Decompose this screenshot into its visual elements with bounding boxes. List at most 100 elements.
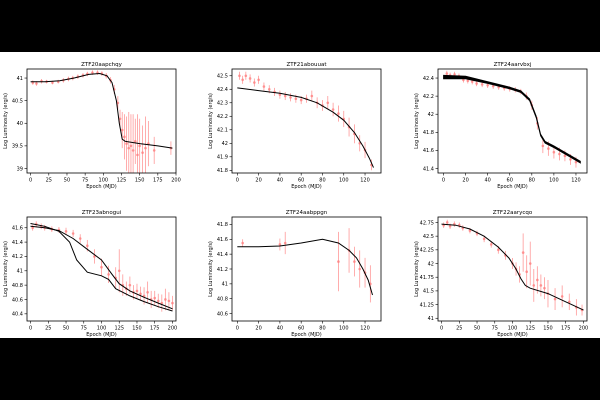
x-tick-label: 100 <box>99 178 109 184</box>
data-point <box>539 284 543 287</box>
x-axis-label: Epoch (MJD) <box>86 332 116 338</box>
x-tick-label: 120 <box>360 326 370 332</box>
subplot-3: 0 20 40 60 80 100 120 41.4 41.6 41.8 42 42.2 42.4 ZTF… <box>414 62 588 190</box>
x-tick-label: 150 <box>132 326 142 332</box>
x-tick-label: 50 <box>474 326 480 332</box>
data-point <box>123 135 126 139</box>
x-tick-label: 20 <box>255 178 261 184</box>
y-tick-label: 41.75 <box>420 275 434 281</box>
data-point <box>331 108 335 111</box>
subplot-title: ZTF24aabppgn <box>286 210 328 216</box>
data-point <box>241 78 244 82</box>
data-point <box>497 248 500 252</box>
x-tick-label: 80 <box>319 326 325 332</box>
y-axis-label: Log Luminosity (erg/s) <box>3 241 9 297</box>
x-tick-label: 50 <box>63 326 69 332</box>
data-point <box>144 146 147 150</box>
y-tick-label: 41.8 <box>217 168 228 174</box>
y-tick-label: 42.5 <box>217 74 228 80</box>
data-point <box>445 221 449 224</box>
x-tick-label: 25 <box>456 326 462 332</box>
x-tick-label: 80 <box>319 178 325 184</box>
y-axis-label: Log Luminosity (erg/s) <box>208 241 214 297</box>
y-tick-label: 40.8 <box>12 283 23 289</box>
x-tick-label: 40 <box>277 178 283 184</box>
data-point <box>120 128 124 132</box>
data-point <box>267 87 271 91</box>
data-point <box>337 260 340 263</box>
y-tick-label: 41.2 <box>217 267 228 273</box>
subplot-title: ZTF22aarycqo <box>493 210 533 216</box>
x-tick-label: 175 <box>153 178 163 184</box>
data-point <box>482 237 486 241</box>
x-tick-label: 150 <box>543 326 553 332</box>
data-point <box>278 93 282 96</box>
x-tick-label: 75 <box>81 326 87 332</box>
y-tick-label: 40.6 <box>12 297 23 303</box>
subplot-1: 0 25 50 75 100 125 150 175 200 39 39.5 40 40.5 41 ZTF2… <box>3 62 181 190</box>
data-point <box>128 283 132 287</box>
y-tick-label: 41.5 <box>423 289 434 295</box>
y-tick-label: 40.5 <box>12 98 23 104</box>
data-point <box>262 85 266 88</box>
x-tick-label: 175 <box>150 326 160 332</box>
x-tick-label: 200 <box>579 326 589 332</box>
y-tick-label: 40.6 <box>217 311 228 317</box>
x-tick-label: 100 <box>508 326 518 332</box>
data-point <box>278 243 282 246</box>
data-point <box>31 226 34 230</box>
x-tick-label: 0 <box>29 178 32 184</box>
data-point <box>552 150 556 154</box>
data-point <box>257 78 260 82</box>
subplot-title: ZTF24aarvbxj <box>494 62 532 68</box>
data-point <box>567 300 571 304</box>
data-point <box>118 117 122 121</box>
data-point <box>283 94 287 98</box>
data-point <box>569 158 572 161</box>
y-tick-label: 41.8 <box>423 130 434 136</box>
y-axis-label: Log Luminosity (erg/s) <box>208 93 214 149</box>
subplot-5: 0 20 40 60 80 100 120 40.6 40.8 41 41.2 41.4 41.6 41.… <box>208 210 382 338</box>
data-point <box>358 267 362 271</box>
data-point <box>127 146 131 150</box>
data-point <box>125 142 128 145</box>
y-tick-label: 41.6 <box>423 148 434 154</box>
data-point <box>525 270 528 274</box>
data-point <box>238 74 241 78</box>
data-point <box>486 83 489 87</box>
x-tick-label: 0 <box>440 326 443 332</box>
data-point <box>536 278 539 282</box>
y-tick-label: 42 <box>222 141 228 147</box>
x-axis-label: Epoch (MJD) <box>86 184 116 190</box>
x-tick-label: 20 <box>255 326 261 332</box>
x-tick-label: 20 <box>462 178 468 184</box>
data-point <box>532 284 536 287</box>
y-tick-label: 41.6 <box>217 237 228 243</box>
data-point <box>93 255 96 258</box>
data-point <box>299 98 303 102</box>
data-point <box>86 244 89 247</box>
x-tick-label: 25 <box>46 178 52 184</box>
data-point <box>541 144 545 148</box>
subplot-2: 0 20 40 60 80 100 120 41.8 41.9 42 42.1 42.2 42.3 42.… <box>208 62 382 190</box>
model-curve <box>30 223 173 312</box>
data-point <box>167 299 171 303</box>
data-point <box>574 160 578 164</box>
data-point <box>337 112 340 115</box>
data-point <box>326 101 330 105</box>
x-tick-label: 0 <box>236 326 239 332</box>
data-point <box>248 77 252 80</box>
y-tick-label: 41.2 <box>12 254 23 260</box>
data-point <box>100 265 103 269</box>
x-tick-label: 60 <box>507 178 513 184</box>
data-point <box>117 269 121 273</box>
y-tick-label: 39.5 <box>12 144 23 150</box>
subplot-6: 0 25 50 75 100 125 150 175 200 41 41.25 41.5 41.75 42… <box>414 210 588 338</box>
data-point <box>129 144 133 148</box>
x-tick-label: 0 <box>29 326 32 332</box>
x-tick-label: 150 <box>135 178 145 184</box>
data-point <box>131 149 135 152</box>
data-point <box>152 149 156 152</box>
data-point <box>156 299 160 303</box>
